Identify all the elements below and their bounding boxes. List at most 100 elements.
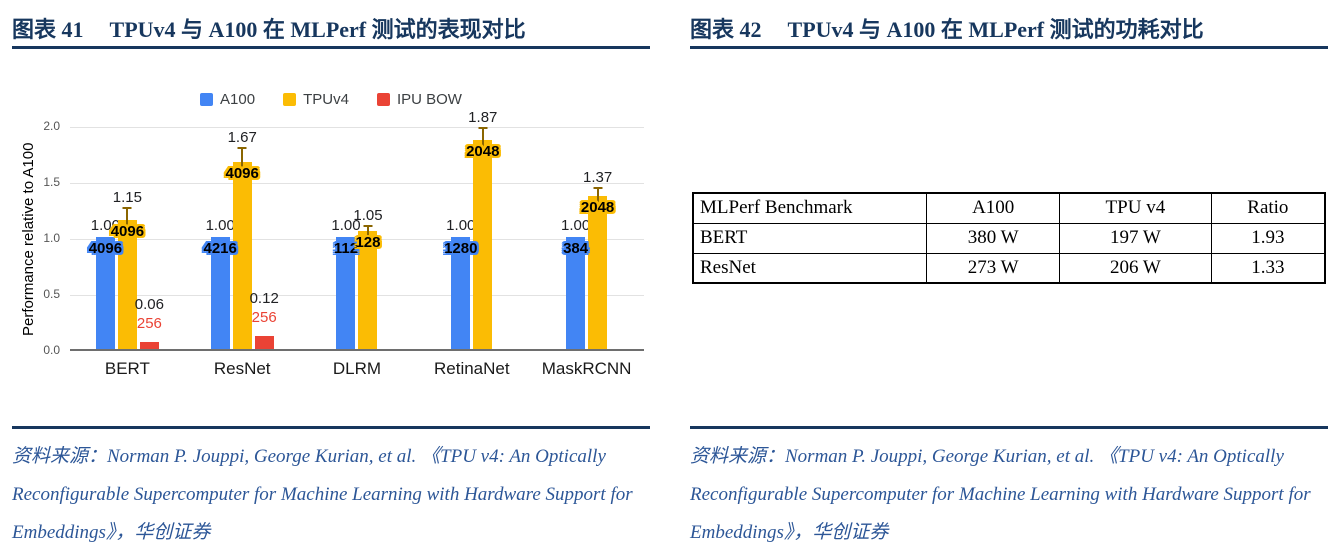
table-header-cell: TPU v4 [1059,192,1212,224]
x-axis-label: BERT [104,359,150,378]
legend-swatch-tpuv4 [283,93,297,106]
bar-value-label: 1.67 [227,128,257,146]
table-row: ResNet 273 W 206 W 1.33 [692,252,1326,284]
bar-size-label: 2048 [466,142,500,160]
legend-label: TPUv4 [303,91,349,108]
table-row: BERT 380 W 197 W 1.93 [692,222,1326,254]
error-bar-cap [122,230,132,233]
gridline [70,295,644,296]
table-header-row: MLPerf Benchmark A100 TPU v4 Ratio [692,192,1326,224]
table-cell: 206 W [1059,252,1212,284]
figure-42-title-text: TPUv4 与 A100 在 MLPerf 测试的功耗对比 [787,17,1204,42]
gridline [70,239,644,240]
bar-size-label: 256 [136,315,162,333]
y-tick-label: 2.0 [43,119,60,133]
bar-value-label: 1.37 [582,168,613,186]
bar-size-label: 384 [563,240,589,257]
error-bar-cap [363,224,373,227]
table-header-cell: A100 [926,192,1061,224]
source-note: 资料来源：Norman P. Jouppi, George Kurian, et… [690,446,1311,543]
bar-value-label: 1.00 [205,217,235,234]
table-header-cell: MLPerf Benchmark [692,192,928,224]
bar-group-resnet: 4216 1.00 4096 1.67 256 0.12 [185,127,300,349]
error-bar [481,129,484,152]
bar-a100-bert: 4096 1.00 [89,217,122,349]
legend-label: IPU BOW [396,91,462,108]
bar-tpuv4-retinanet: 2048 1.87 [466,109,499,349]
bar-size-label: 128 [355,234,381,252]
bar-a100-resnet: 4216 1.00 [204,217,237,349]
legend-item-ipu-bow: IPU BOW [376,91,462,108]
figure-41-title-text: TPUv4 与 A100 在 MLPerf 测试的表现对比 [109,17,526,42]
x-axis-labels: BERT ResNet DLRM RetinaNet MaskRCNN [70,359,644,379]
source-rule [12,426,650,429]
table-cell: 197 W [1059,222,1212,254]
mlperf-performance-chart: A100 TPUv4 IPU BOW Performance relative to… [12,49,650,426]
figure-42-content: MLPerf Benchmark A100 TPU v4 Ratio BERT … [690,49,1328,426]
bar-group-dlrm: 112 1.00 128 1.05 [300,127,415,349]
figure-41-panel: 图表 41 TPUv4 与 A100 在 MLPerf 测试的表现对比 A100… [12,6,650,552]
bar-size-label: 112 [333,240,359,257]
error-bar [366,226,369,244]
legend-label: A100 [220,91,256,108]
bar-size-label: 4216 [203,240,237,257]
bar-value-label: 0.06 [134,296,164,314]
error-bar [596,188,599,208]
bar-value-label: 0.12 [249,289,279,307]
error-bar [241,148,244,174]
bar-size-label: 4096 [225,164,259,182]
bar-size-label: 1280 [444,240,478,257]
bar-value-label: 1.00 [90,217,120,234]
error-bar-cap [478,127,488,130]
error-bar-cap [122,207,132,209]
bar-a100-maskrcnn: 384 1.00 [561,217,590,349]
bar-value-label: 1.05 [353,206,383,224]
x-axis-label: DLRM [332,359,382,378]
bar-ipu-bow-resnet: 256 0.12 [250,290,279,349]
y-tick-label: 0.5 [43,287,60,301]
x-axis-label: ResNet [213,359,271,378]
bar-tpuv4-resnet: 4096 1.67 [226,129,259,349]
figure-41-title: 图表 41 TPUv4 与 A100 在 MLPerf 测试的表现对比 [12,6,650,46]
bar-value-label: 1.87 [468,109,498,127]
power-table: MLPerf Benchmark A100 TPU v4 Ratio BERT … [692,192,1326,284]
power-table-wrap: MLPerf Benchmark A100 TPU v4 Ratio BERT … [692,192,1326,284]
legend-swatch-a100 [200,93,214,106]
bar-value-label: 1.00 [446,217,476,234]
figure-41-number: 图表 41 [12,17,84,42]
legend-swatch-ipu-bow [376,93,390,106]
bar-size-label: 256 [251,308,277,326]
title-rule [690,46,1328,49]
table-cell: 273 W [926,252,1061,284]
error-bar-cap [237,146,247,149]
bar-value-label: 1.15 [112,189,142,207]
y-tick-label: 1.5 [43,175,60,189]
legend-item-a100: A100 [200,91,255,108]
title-rule [12,46,650,49]
table-cell: ResNet [692,252,928,284]
error-bar-cap [478,149,488,152]
y-tick-label: 0.0 [43,343,60,357]
bar-tpuv4-bert: 4096 1.15 [111,189,144,349]
figure-42-panel: 图表 42 TPUv4 与 A100 在 MLPerf 测试的功耗对比 MLPe… [690,6,1328,552]
gridline [70,183,644,184]
bar-size-label: 4096 [110,223,145,241]
source-note: 资料来源：Norman P. Jouppi, George Kurian, et… [12,446,633,543]
y-tick-label: 1.0 [43,231,60,245]
bar-size-label: 2048 [580,198,615,216]
bar-size-label: 4096 [88,240,123,257]
bar-group-bert: 4096 1.00 4096 1.15 256 0.06 [70,127,185,349]
figure-42-number: 图表 42 [690,17,762,42]
bar-group-maskrcnn: 384 1.00 2048 1.37 [529,127,644,349]
table-cell: 1.93 [1210,222,1326,254]
table-cell: 380 W [926,222,1061,254]
bar-group-retinanet: 1280 1.00 2048 1.87 [414,109,529,349]
table-cell: BERT [692,222,928,254]
error-bar-cap [593,186,603,189]
table-header-cell: Ratio [1210,192,1326,224]
plot-area: 4096 1.00 4096 1.15 256 0.06 4216 1.00 4096 1.67 2… [70,109,644,351]
bar-tpuv4-maskrcnn: 2048 1.37 [581,169,614,349]
legend-item-tpuv4: TPUv4 [283,91,349,108]
error-bar [126,209,129,233]
